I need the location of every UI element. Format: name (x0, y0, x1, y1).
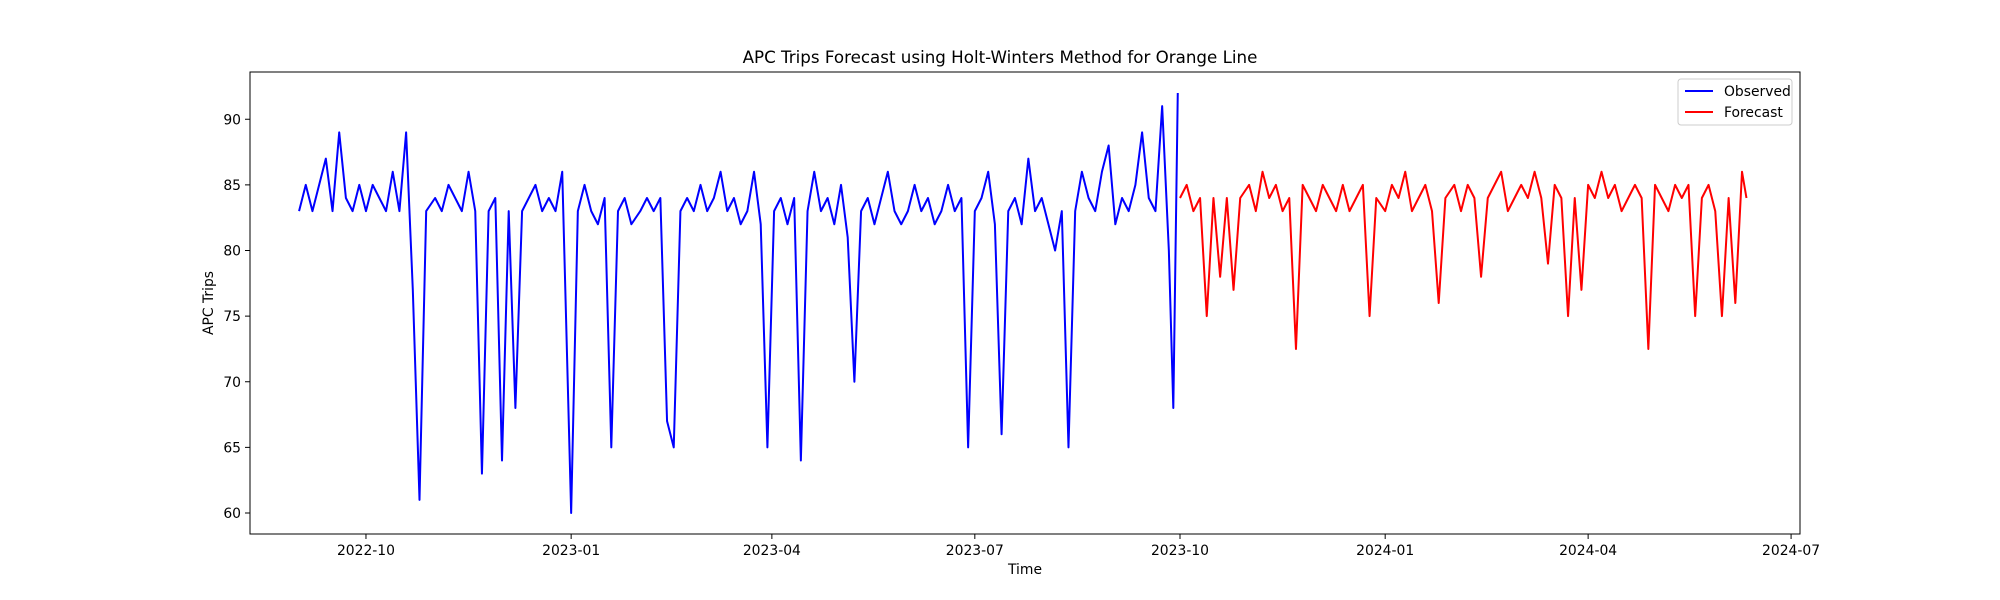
y-axis: 60 65 70 75 80 85 90 (223, 112, 250, 522)
x-tick-label: 2023-04 (743, 543, 801, 559)
legend: Observed Forecast (1677, 78, 1793, 126)
x-tick-label: 2024-07 (1762, 543, 1820, 559)
x-tick-label: 2022-10 (337, 543, 395, 559)
x-tick-label: 2024-04 (1559, 543, 1617, 559)
x-tick-label: 2023-10 (1151, 543, 1209, 559)
y-tick-label: 90 (223, 112, 241, 128)
y-axis-title: APC Trips (201, 271, 217, 335)
x-axis: 2022-10 2023-01 2023-04 2023-07 2023-10 2024-… (337, 534, 1820, 559)
x-axis-title: Time (1007, 562, 1042, 578)
y-tick-label: 60 (223, 506, 241, 522)
legend-label-observed: Observed (1724, 84, 1791, 100)
y-tick-label: 70 (223, 375, 241, 391)
y-tick-label: 80 (223, 244, 241, 260)
plot-background (250, 72, 1800, 534)
series-layer (298, 92, 1748, 514)
y-tick-label: 75 (223, 309, 241, 325)
series-line-forecast (1179, 170, 1748, 350)
plot-area (249, 71, 1801, 535)
axes-frame (249, 71, 1801, 535)
x-tick-label: 2023-07 (946, 543, 1004, 559)
series-line-observed (298, 92, 1179, 514)
x-tick-label: 2023-01 (542, 543, 600, 559)
y-tick-label: 85 (223, 178, 241, 194)
legend-label-forecast: Forecast (1724, 105, 1783, 121)
chart-title: APC Trips Forecast using Holt-Winters Me… (743, 47, 1258, 67)
x-tick-label: 2024-01 (1356, 543, 1414, 559)
y-tick-label: 65 (223, 440, 241, 456)
